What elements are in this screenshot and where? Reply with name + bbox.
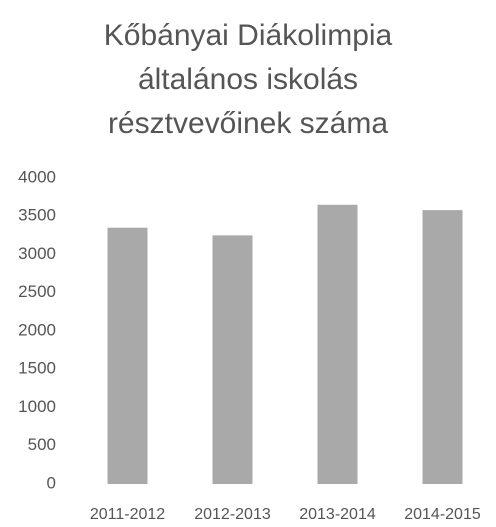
y-tick-label: 500 [28, 435, 56, 454]
x-tick-label: 2014-2015 [404, 506, 481, 523]
y-tick-label: 2000 [18, 320, 56, 339]
bar [212, 235, 253, 484]
y-tick-label: 2500 [18, 282, 56, 301]
y-tick-label: 1500 [18, 359, 56, 378]
x-tick-label: 2012-2013 [194, 506, 271, 523]
y-tick-label: 3500 [18, 206, 56, 225]
bar [317, 204, 358, 484]
bar [107, 227, 148, 484]
y-tick-label: 0 [47, 473, 56, 492]
y-tick-label: 1000 [18, 397, 56, 416]
x-tick-label: 2013-2014 [299, 506, 376, 523]
chart-title: Kőbányai Diákolimpia általános iskolás r… [103, 19, 393, 140]
y-tick-label: 3000 [18, 244, 56, 263]
bar [422, 210, 463, 484]
y-tick-label: 4000 [18, 167, 56, 186]
x-tick-label: 2011-2012 [90, 506, 165, 523]
